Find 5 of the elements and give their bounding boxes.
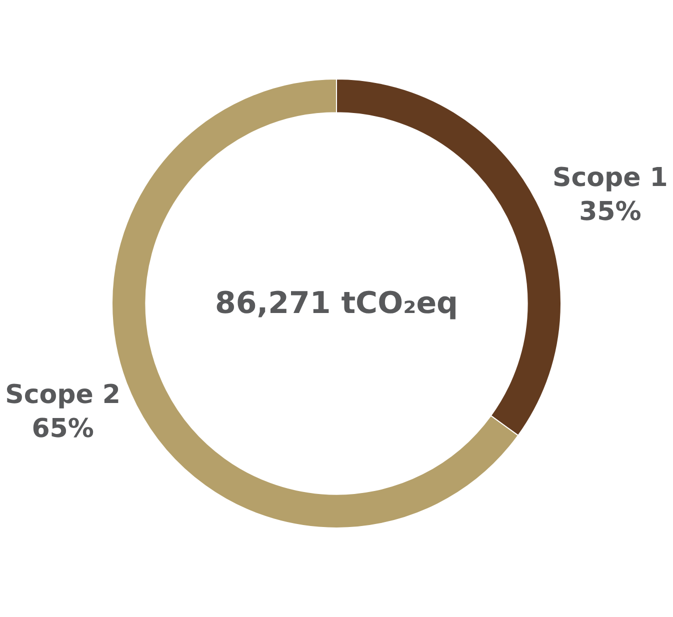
data-label: 35%	[579, 196, 642, 227]
slice-label: Scope 1	[552, 163, 668, 194]
slice-label: Scope 2	[5, 380, 121, 410]
text: 86,271 tCO₂eq	[215, 286, 458, 321]
data-label: 65%	[32, 414, 94, 444]
